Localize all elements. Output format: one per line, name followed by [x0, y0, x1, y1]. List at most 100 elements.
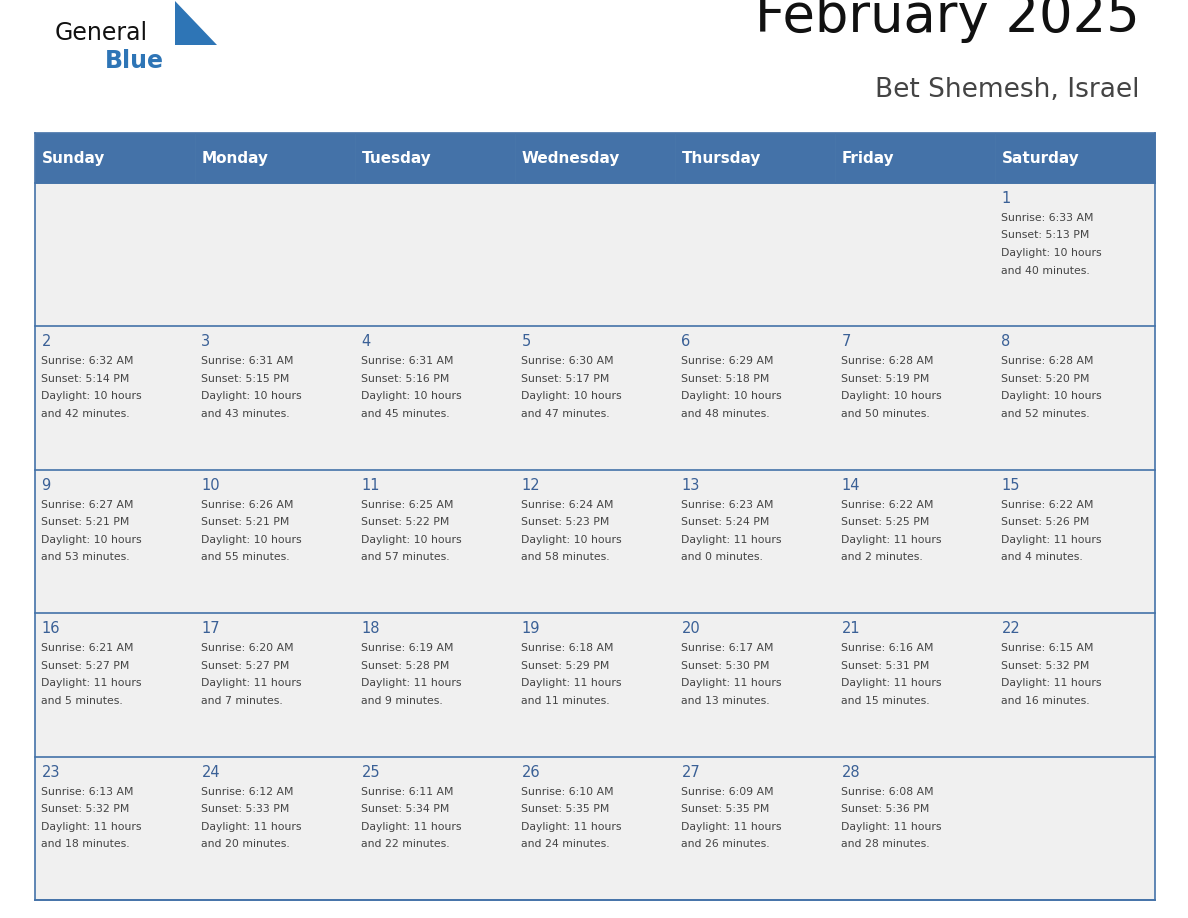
Bar: [195, 613, 355, 756]
Text: and 57 minutes.: and 57 minutes.: [361, 553, 450, 563]
Bar: [675, 183, 835, 327]
Text: Daylight: 11 hours: Daylight: 11 hours: [202, 678, 302, 688]
Bar: [355, 470, 516, 613]
Text: and 4 minutes.: and 4 minutes.: [1001, 553, 1083, 563]
Text: Sunrise: 6:33 AM: Sunrise: 6:33 AM: [1001, 213, 1094, 223]
Bar: [996, 756, 1155, 900]
Text: 8: 8: [1001, 334, 1011, 350]
Text: Sunrise: 6:28 AM: Sunrise: 6:28 AM: [841, 356, 934, 366]
Bar: [675, 327, 835, 470]
Text: 9: 9: [42, 477, 51, 493]
Text: Sunset: 5:22 PM: Sunset: 5:22 PM: [361, 518, 450, 527]
Text: Sunset: 5:18 PM: Sunset: 5:18 PM: [682, 374, 770, 384]
Text: Sunset: 5:15 PM: Sunset: 5:15 PM: [202, 374, 290, 384]
Text: and 58 minutes.: and 58 minutes.: [522, 553, 609, 563]
Text: Sunrise: 6:27 AM: Sunrise: 6:27 AM: [42, 499, 134, 509]
Bar: [34, 613, 195, 756]
Text: Daylight: 11 hours: Daylight: 11 hours: [682, 822, 782, 832]
Text: 3: 3: [202, 334, 210, 350]
Bar: [835, 327, 996, 470]
Text: Sunrise: 6:15 AM: Sunrise: 6:15 AM: [1001, 644, 1094, 654]
Text: 26: 26: [522, 765, 541, 779]
Text: Daylight: 10 hours: Daylight: 10 hours: [682, 391, 782, 401]
Text: and 53 minutes.: and 53 minutes.: [42, 553, 129, 563]
Bar: [516, 756, 675, 900]
Bar: [835, 133, 996, 183]
Text: 17: 17: [202, 621, 220, 636]
Text: Daylight: 11 hours: Daylight: 11 hours: [1001, 678, 1102, 688]
Text: Sunset: 5:20 PM: Sunset: 5:20 PM: [1001, 374, 1089, 384]
Text: Sunrise: 6:22 AM: Sunrise: 6:22 AM: [1001, 499, 1094, 509]
Bar: [34, 756, 195, 900]
Text: 22: 22: [1001, 621, 1020, 636]
Text: Sunrise: 6:28 AM: Sunrise: 6:28 AM: [1001, 356, 1094, 366]
Text: Daylight: 10 hours: Daylight: 10 hours: [42, 535, 143, 544]
Text: Daylight: 11 hours: Daylight: 11 hours: [682, 535, 782, 544]
Bar: [355, 327, 516, 470]
Text: and 2 minutes.: and 2 minutes.: [841, 553, 923, 563]
Text: and 45 minutes.: and 45 minutes.: [361, 409, 450, 419]
Bar: [34, 327, 195, 470]
Bar: [835, 613, 996, 756]
Text: Daylight: 10 hours: Daylight: 10 hours: [361, 535, 462, 544]
Text: Sunrise: 6:29 AM: Sunrise: 6:29 AM: [682, 356, 773, 366]
Bar: [516, 470, 675, 613]
Text: Thursday: Thursday: [682, 151, 760, 165]
Text: 21: 21: [841, 621, 860, 636]
Text: 4: 4: [361, 334, 371, 350]
Text: Monday: Monday: [202, 151, 268, 165]
Text: Sunset: 5:27 PM: Sunset: 5:27 PM: [202, 661, 290, 671]
Text: Daylight: 11 hours: Daylight: 11 hours: [682, 678, 782, 688]
Bar: [835, 470, 996, 613]
Text: Sunrise: 6:09 AM: Sunrise: 6:09 AM: [682, 787, 775, 797]
Bar: [516, 133, 675, 183]
Text: and 52 minutes.: and 52 minutes.: [1001, 409, 1091, 419]
Text: and 26 minutes.: and 26 minutes.: [682, 839, 770, 849]
Text: Sunset: 5:31 PM: Sunset: 5:31 PM: [841, 661, 930, 671]
Text: and 28 minutes.: and 28 minutes.: [841, 839, 930, 849]
Polygon shape: [175, 1, 217, 45]
Text: Sunset: 5:16 PM: Sunset: 5:16 PM: [361, 374, 450, 384]
Text: 23: 23: [42, 765, 59, 779]
Text: Daylight: 11 hours: Daylight: 11 hours: [841, 822, 942, 832]
Bar: [996, 613, 1155, 756]
Bar: [195, 470, 355, 613]
Text: and 43 minutes.: and 43 minutes.: [202, 409, 290, 419]
Text: 27: 27: [682, 765, 700, 779]
Text: Daylight: 10 hours: Daylight: 10 hours: [361, 391, 462, 401]
Text: Tuesday: Tuesday: [361, 151, 431, 165]
Text: 13: 13: [682, 477, 700, 493]
Text: Sunset: 5:23 PM: Sunset: 5:23 PM: [522, 518, 609, 527]
Text: and 42 minutes.: and 42 minutes.: [42, 409, 129, 419]
Text: and 18 minutes.: and 18 minutes.: [42, 839, 129, 849]
Text: Sunset: 5:35 PM: Sunset: 5:35 PM: [522, 804, 609, 814]
Text: Sunset: 5:34 PM: Sunset: 5:34 PM: [361, 804, 450, 814]
Bar: [835, 183, 996, 327]
Text: and 9 minutes.: and 9 minutes.: [361, 696, 443, 706]
Text: Wednesday: Wednesday: [522, 151, 620, 165]
Text: Sunset: 5:13 PM: Sunset: 5:13 PM: [1001, 230, 1089, 241]
Text: 25: 25: [361, 765, 380, 779]
Text: Daylight: 11 hours: Daylight: 11 hours: [1001, 535, 1102, 544]
Text: and 24 minutes.: and 24 minutes.: [522, 839, 609, 849]
Text: 15: 15: [1001, 477, 1020, 493]
Text: Sunset: 5:33 PM: Sunset: 5:33 PM: [202, 804, 290, 814]
Text: Daylight: 10 hours: Daylight: 10 hours: [202, 391, 302, 401]
Text: Daylight: 11 hours: Daylight: 11 hours: [361, 678, 462, 688]
Text: Daylight: 11 hours: Daylight: 11 hours: [42, 822, 141, 832]
Text: and 16 minutes.: and 16 minutes.: [1001, 696, 1091, 706]
Bar: [516, 327, 675, 470]
Text: and 50 minutes.: and 50 minutes.: [841, 409, 930, 419]
Text: Daylight: 10 hours: Daylight: 10 hours: [522, 535, 623, 544]
Text: 18: 18: [361, 621, 380, 636]
Text: Sunset: 5:29 PM: Sunset: 5:29 PM: [522, 661, 609, 671]
Text: Sunrise: 6:31 AM: Sunrise: 6:31 AM: [361, 356, 454, 366]
Text: and 40 minutes.: and 40 minutes.: [1001, 265, 1091, 275]
Text: and 7 minutes.: and 7 minutes.: [202, 696, 283, 706]
Bar: [675, 613, 835, 756]
Text: Sunset: 5:25 PM: Sunset: 5:25 PM: [841, 518, 930, 527]
Bar: [34, 470, 195, 613]
Text: Bet Shemesh, Israel: Bet Shemesh, Israel: [876, 77, 1140, 103]
Text: Daylight: 11 hours: Daylight: 11 hours: [202, 822, 302, 832]
Text: and 55 minutes.: and 55 minutes.: [202, 553, 290, 563]
